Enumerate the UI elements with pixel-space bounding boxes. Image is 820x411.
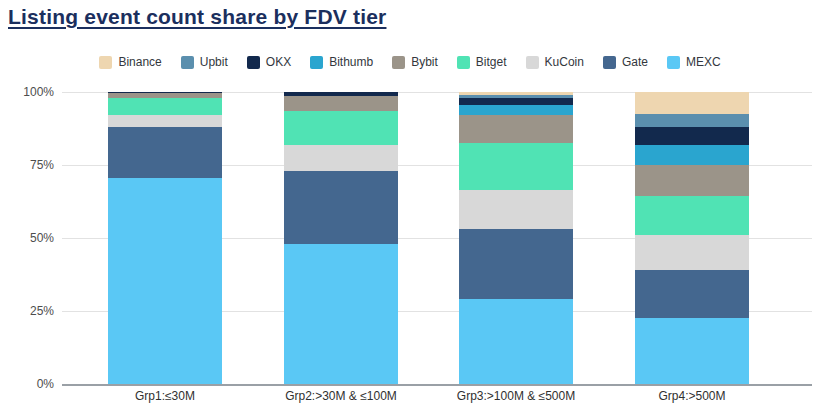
bar-segment-bybit xyxy=(635,165,749,196)
stacked-bar-4 xyxy=(635,92,749,384)
bar-segment-mexc xyxy=(635,318,749,384)
x-axis-tick-label: Grp4:>500M xyxy=(605,389,779,403)
y-axis-tick-label: 0% xyxy=(0,377,54,391)
stacked-bar-2 xyxy=(284,92,398,384)
bar-segment-kucoin xyxy=(284,145,398,171)
x-axis-tick-label: Grp1:≤30M xyxy=(78,389,252,403)
bar-segment-mexc xyxy=(108,178,222,384)
bar-segment-gate xyxy=(108,127,222,178)
stacked-bar-3 xyxy=(459,92,573,384)
bar-segment-bithumb xyxy=(459,105,573,115)
y-axis-tick-label: 75% xyxy=(0,158,54,172)
bar-segment-gate xyxy=(284,171,398,244)
y-axis-tick-label: 100% xyxy=(0,85,54,99)
bar-segment-kucoin xyxy=(108,115,222,127)
bar-segment-mexc xyxy=(284,244,398,384)
bar-segment-bybit xyxy=(459,115,573,143)
bar-segment-bitget xyxy=(108,98,222,116)
bar-segment-bithumb xyxy=(635,145,749,165)
x-axis-tick-label: Grp3:>100M & ≤500M xyxy=(429,389,603,403)
bar-segment-okx xyxy=(635,127,749,145)
y-axis-tick-label: 50% xyxy=(0,231,54,245)
bar-segment-okx xyxy=(459,98,573,105)
x-axis-line xyxy=(62,384,812,386)
bar-segment-bitget xyxy=(284,111,398,145)
bar-segment-bybit xyxy=(284,96,398,111)
x-axis-tick-label: Grp2:>30M & ≤100M xyxy=(254,389,428,403)
bar-segment-bitget xyxy=(459,143,573,190)
bar-segment-bitget xyxy=(635,196,749,235)
bar-segment-gate xyxy=(459,229,573,299)
bar-segment-kucoin xyxy=(635,235,749,270)
y-axis-tick-label: 25% xyxy=(0,304,54,318)
bar-segment-kucoin xyxy=(459,190,573,229)
bar-segment-mexc xyxy=(459,299,573,384)
bar-segment-binance xyxy=(635,92,749,114)
bar-segment-gate xyxy=(635,270,749,318)
bar-segment-upbit xyxy=(635,114,749,127)
chart-plot-area: 100% 75% 50% 25% 0% Grp1:≤30MGrp2:>30M & ≤100… xyxy=(0,0,820,411)
stacked-bar-1 xyxy=(108,92,222,384)
